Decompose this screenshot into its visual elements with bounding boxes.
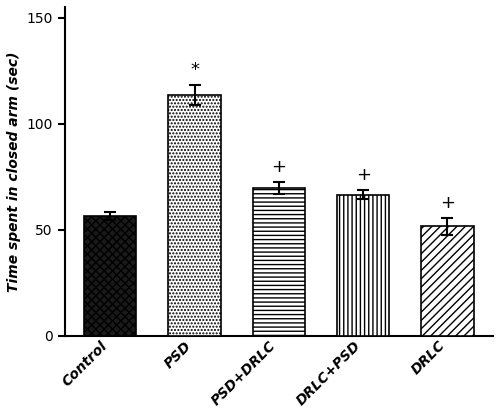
Bar <box>252 188 305 336</box>
Bar <box>337 195 390 336</box>
Y-axis label: Time spent in closed arm (sec): Time spent in closed arm (sec) <box>7 51 21 292</box>
Text: *: * <box>190 61 199 79</box>
Bar <box>422 227 474 336</box>
Text: +: + <box>356 166 370 183</box>
Text: +: + <box>272 158 286 176</box>
Bar <box>168 95 220 336</box>
Bar <box>84 216 136 336</box>
Text: +: + <box>440 194 455 212</box>
